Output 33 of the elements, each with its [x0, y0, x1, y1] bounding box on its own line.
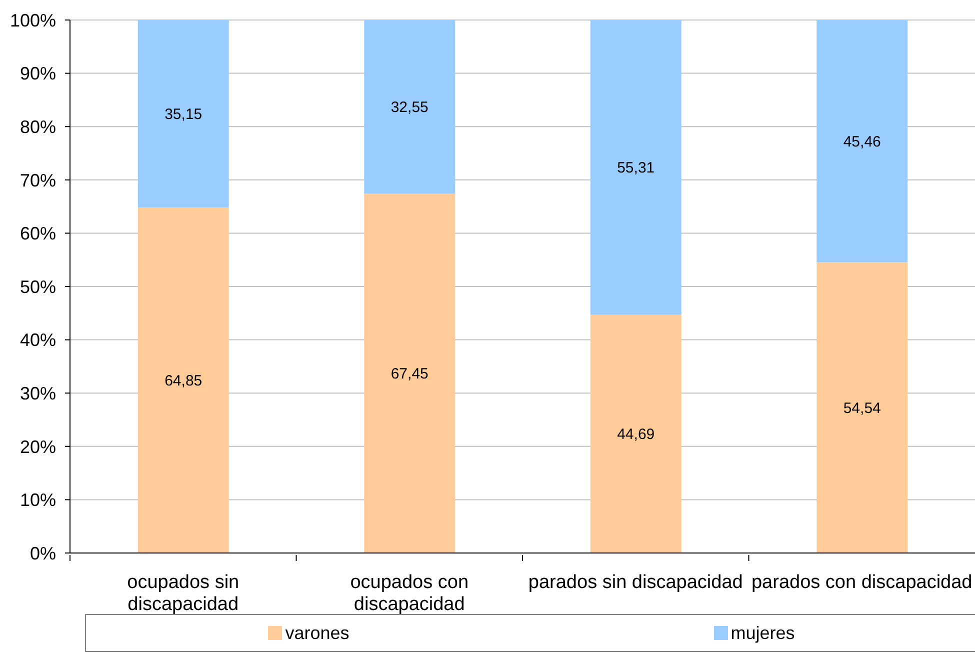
bar [364, 20, 456, 194]
data-label: 55,31 [617, 160, 655, 177]
y-tick-label: 0% [30, 543, 56, 564]
y-tick-label: 40% [20, 330, 56, 350]
data-label: 54,54 [843, 400, 881, 417]
bar [590, 20, 682, 315]
legend-label: mujeres [730, 622, 795, 644]
legend-label: varones [285, 622, 350, 644]
y-tick-label: 10% [20, 490, 56, 510]
y-tick-label: 70% [20, 170, 56, 190]
y-tick-label: 50% [20, 276, 56, 297]
data-label: 32,55 [390, 99, 428, 116]
y-tick-label: 100% [10, 10, 56, 30]
data-label: 45,46 [843, 133, 881, 150]
y-tick-label: 30% [20, 383, 56, 404]
x-tick-label: ocupados con discapacidad [350, 572, 469, 615]
bar [138, 20, 229, 208]
bar [816, 262, 908, 553]
x-tick-label: parados sin discapacidad [528, 572, 743, 593]
y-tick-label: 90% [20, 64, 56, 84]
bar [590, 314, 682, 553]
data-label: 64,85 [164, 372, 202, 390]
data-label: 35,15 [164, 106, 202, 123]
bar [816, 20, 908, 262]
y-tick-label: 20% [20, 436, 56, 457]
y-tick-label: 80% [20, 116, 56, 137]
x-tick-label: parados con discapacidad [751, 572, 972, 593]
data-label: 67,45 [390, 366, 428, 383]
bar [364, 193, 456, 553]
data-label: 44,69 [617, 426, 655, 444]
bar [138, 207, 229, 553]
y-tick-label: 60% [20, 224, 56, 244]
x-tick-label: ocupados sin discapacidad [127, 572, 240, 615]
